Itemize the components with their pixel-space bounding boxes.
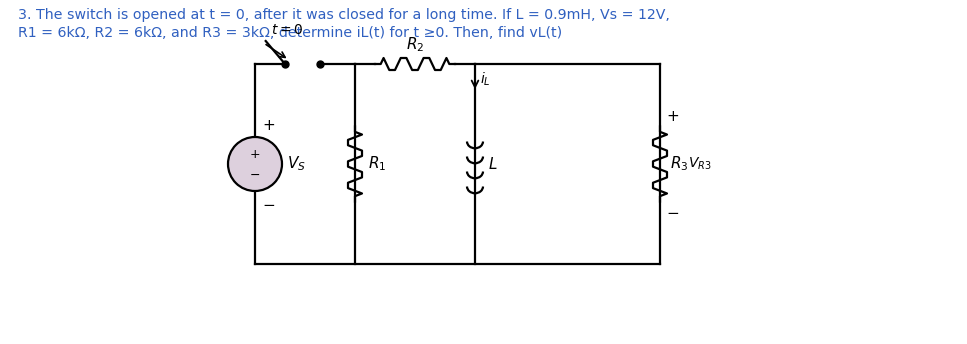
- Text: $i_L$: $i_L$: [480, 71, 490, 88]
- Text: $R_1$: $R_1$: [368, 155, 386, 173]
- Text: $-$: $-$: [262, 195, 276, 211]
- Text: $-$: $-$: [249, 168, 260, 181]
- Text: $R_2$: $R_2$: [406, 35, 425, 54]
- Circle shape: [228, 137, 282, 191]
- Text: $-$: $-$: [666, 204, 680, 219]
- Text: 3. The switch is opened at t = 0, after it was closed for a long time. If L = 0.: 3. The switch is opened at t = 0, after …: [18, 8, 670, 22]
- Text: $L$: $L$: [488, 156, 498, 172]
- Text: $+$: $+$: [249, 148, 261, 161]
- Text: $V_S$: $V_S$: [287, 155, 306, 173]
- Text: $R_3$: $R_3$: [670, 155, 689, 173]
- Text: $+$: $+$: [666, 109, 680, 124]
- Text: $+$: $+$: [262, 118, 276, 132]
- Text: $t=0$: $t=0$: [271, 23, 304, 37]
- Text: $V_{R3}$: $V_{R3}$: [688, 156, 712, 172]
- Text: R1 = 6kΩ, R2 = 6kΩ, and R3 = 3kΩ, determine iL(t) for t ≥0. Then, find vL(t): R1 = 6kΩ, R2 = 6kΩ, and R3 = 3kΩ, determ…: [18, 26, 562, 40]
